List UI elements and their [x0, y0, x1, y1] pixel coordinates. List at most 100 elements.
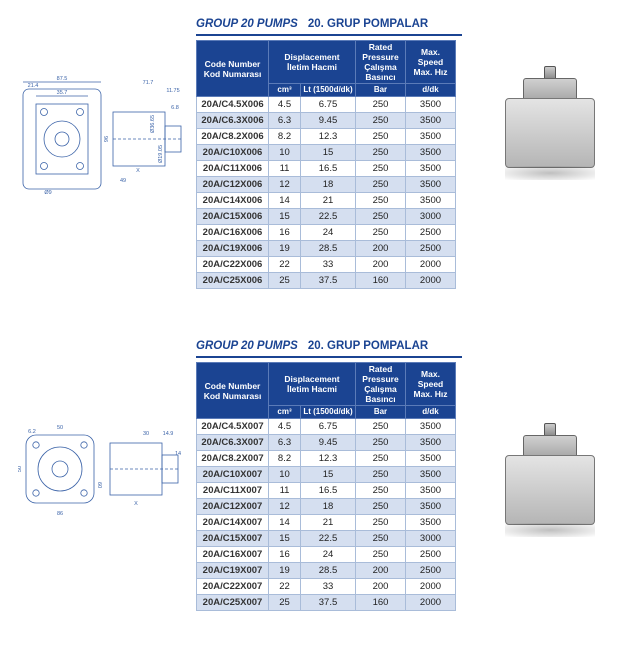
- cell-bar: 250: [356, 499, 406, 515]
- cell-spd: 2000: [406, 579, 456, 595]
- cell-bar: 250: [356, 515, 406, 531]
- table-row: 20A/C14X00614212503500: [197, 193, 456, 209]
- cell-spd: 3500: [406, 177, 456, 193]
- cell-code: 20A/C15X006: [197, 209, 269, 225]
- cell-spd: 3500: [406, 129, 456, 145]
- hdr-code2: Code Number: [205, 381, 261, 391]
- table-row: 20A/C11X0061116.52503500: [197, 161, 456, 177]
- spec-table-1: Code NumberKod Numarası Displacementİlet…: [196, 40, 456, 289]
- svg-text:49: 49: [120, 178, 126, 184]
- cell-cm3: 16: [269, 225, 301, 241]
- hdr-disp2: Displacement: [284, 374, 339, 384]
- cell-spd: 3500: [406, 499, 456, 515]
- hdr-spd: Max. Speed: [418, 47, 444, 67]
- cell-lt: 28.5: [301, 241, 356, 257]
- cell-bar: 250: [356, 113, 406, 129]
- cell-spd: 3000: [406, 209, 456, 225]
- cell-bar: 250: [356, 97, 406, 113]
- table-row: 20A/C22X00722332002000: [197, 579, 456, 595]
- table-row: 20A/C11X0071116.52503500: [197, 483, 456, 499]
- cell-lt: 18: [301, 499, 356, 515]
- hdr-press2: Rated Pressure: [362, 364, 398, 384]
- cell-bar: 160: [356, 273, 406, 289]
- cell-code: 20A/C22X007: [197, 579, 269, 595]
- cell-code: 20A/C11X006: [197, 161, 269, 177]
- table-row: 20A/C8.2X0068.212.32503500: [197, 129, 456, 145]
- cell-lt: 37.5: [301, 595, 356, 611]
- cell-spd: 3500: [406, 419, 456, 435]
- table-row: 20A/C6.3X0076.39.452503500: [197, 435, 456, 451]
- table-row: 20A/C15X0071522.52503000: [197, 531, 456, 547]
- cell-spd: 3000: [406, 531, 456, 547]
- svg-text:6.8: 6.8: [171, 105, 179, 111]
- cell-code: 20A/C6.3X006: [197, 113, 269, 129]
- hdr-spd-sub: Max. Hız: [413, 67, 447, 77]
- technical-drawing-2: 50 6.2 86 50 09 30 14.9 X 14: [18, 415, 186, 525]
- hdr-ddk-2: d/dk: [406, 406, 456, 419]
- cell-code: 20A/C10X006: [197, 145, 269, 161]
- table-row: 20A/C16X00716242502500: [197, 547, 456, 563]
- svg-text:50: 50: [18, 466, 23, 472]
- svg-text:14: 14: [175, 451, 181, 457]
- cell-bar: 250: [356, 193, 406, 209]
- cell-spd: 3500: [406, 97, 456, 113]
- svg-text:X: X: [134, 501, 138, 507]
- cell-code: 20A/C16X006: [197, 225, 269, 241]
- table-row: 20A/C4.5X0064.56.752503500: [197, 97, 456, 113]
- pump-body-icon-2: [505, 455, 595, 525]
- cell-cm3: 16: [269, 547, 301, 563]
- cell-bar: 250: [356, 531, 406, 547]
- cell-code: 20A/C25X007: [197, 595, 269, 611]
- svg-text:X: X: [136, 168, 140, 174]
- pump-shadow-2: [505, 523, 595, 537]
- cell-code: 20A/C12X006: [197, 177, 269, 193]
- cell-lt: 6.75: [301, 97, 356, 113]
- cell-cm3: 10: [269, 467, 301, 483]
- svg-text:09: 09: [98, 482, 104, 488]
- hdr-press: Rated Pressure: [362, 42, 398, 62]
- hdr-disp: Displacement: [284, 52, 339, 62]
- cell-cm3: 4.5: [269, 97, 301, 113]
- cell-lt: 24: [301, 225, 356, 241]
- svg-text:50: 50: [57, 425, 63, 431]
- cell-bar: 250: [356, 161, 406, 177]
- cell-lt: 9.45: [301, 435, 356, 451]
- cell-bar: 160: [356, 595, 406, 611]
- pump-shadow: [505, 166, 595, 180]
- cell-lt: 21: [301, 515, 356, 531]
- table-head-1: Code NumberKod Numarası Displacementİlet…: [197, 41, 456, 97]
- table-row: 20A/C10X00710152503500: [197, 467, 456, 483]
- hdr-disp2-sub: İletim Hacmi: [287, 384, 337, 394]
- hdr-spd2: Max. Speed: [418, 369, 444, 389]
- hdr-press2-sub: Çalışma Basıncı: [364, 384, 397, 404]
- svg-text:71.7: 71.7: [143, 80, 154, 86]
- table-row: 20A/C14X00714212503500: [197, 515, 456, 531]
- title-left-1: GROUP 20 PUMPS: [196, 18, 302, 36]
- cell-lt: 33: [301, 579, 356, 595]
- table-row: 20A/C15X0061522.52503000: [197, 209, 456, 225]
- cell-spd: 3500: [406, 145, 456, 161]
- cell-lt: 12.3: [301, 451, 356, 467]
- cell-bar: 250: [356, 451, 406, 467]
- table-head-2: Code NumberKod Numarası Displacementİlet…: [197, 363, 456, 419]
- cell-cm3: 19: [269, 563, 301, 579]
- cell-code: 20A/C16X007: [197, 547, 269, 563]
- svg-text:14.9: 14.9: [163, 431, 174, 437]
- cell-spd: 3500: [406, 435, 456, 451]
- cell-code: 20A/C4.5X006: [197, 97, 269, 113]
- svg-text:Ø9: Ø9: [44, 190, 51, 196]
- cell-lt: 28.5: [301, 563, 356, 579]
- cell-spd: 3500: [406, 161, 456, 177]
- title-bar-1: GROUP 20 PUMPS 20. GRUP POMPALAR: [196, 18, 462, 36]
- pump-photo-2: [495, 435, 605, 535]
- cell-lt: 24: [301, 547, 356, 563]
- svg-text:30: 30: [143, 431, 149, 437]
- table-row: 20A/C25X0062537.51602000: [197, 273, 456, 289]
- cell-cm3: 10: [269, 145, 301, 161]
- svg-text:86: 86: [57, 511, 63, 517]
- cell-lt: 22.5: [301, 209, 356, 225]
- cell-code: 20A/C19X006: [197, 241, 269, 257]
- cell-bar: 250: [356, 225, 406, 241]
- cell-lt: 21: [301, 193, 356, 209]
- cell-code: 20A/C15X007: [197, 531, 269, 547]
